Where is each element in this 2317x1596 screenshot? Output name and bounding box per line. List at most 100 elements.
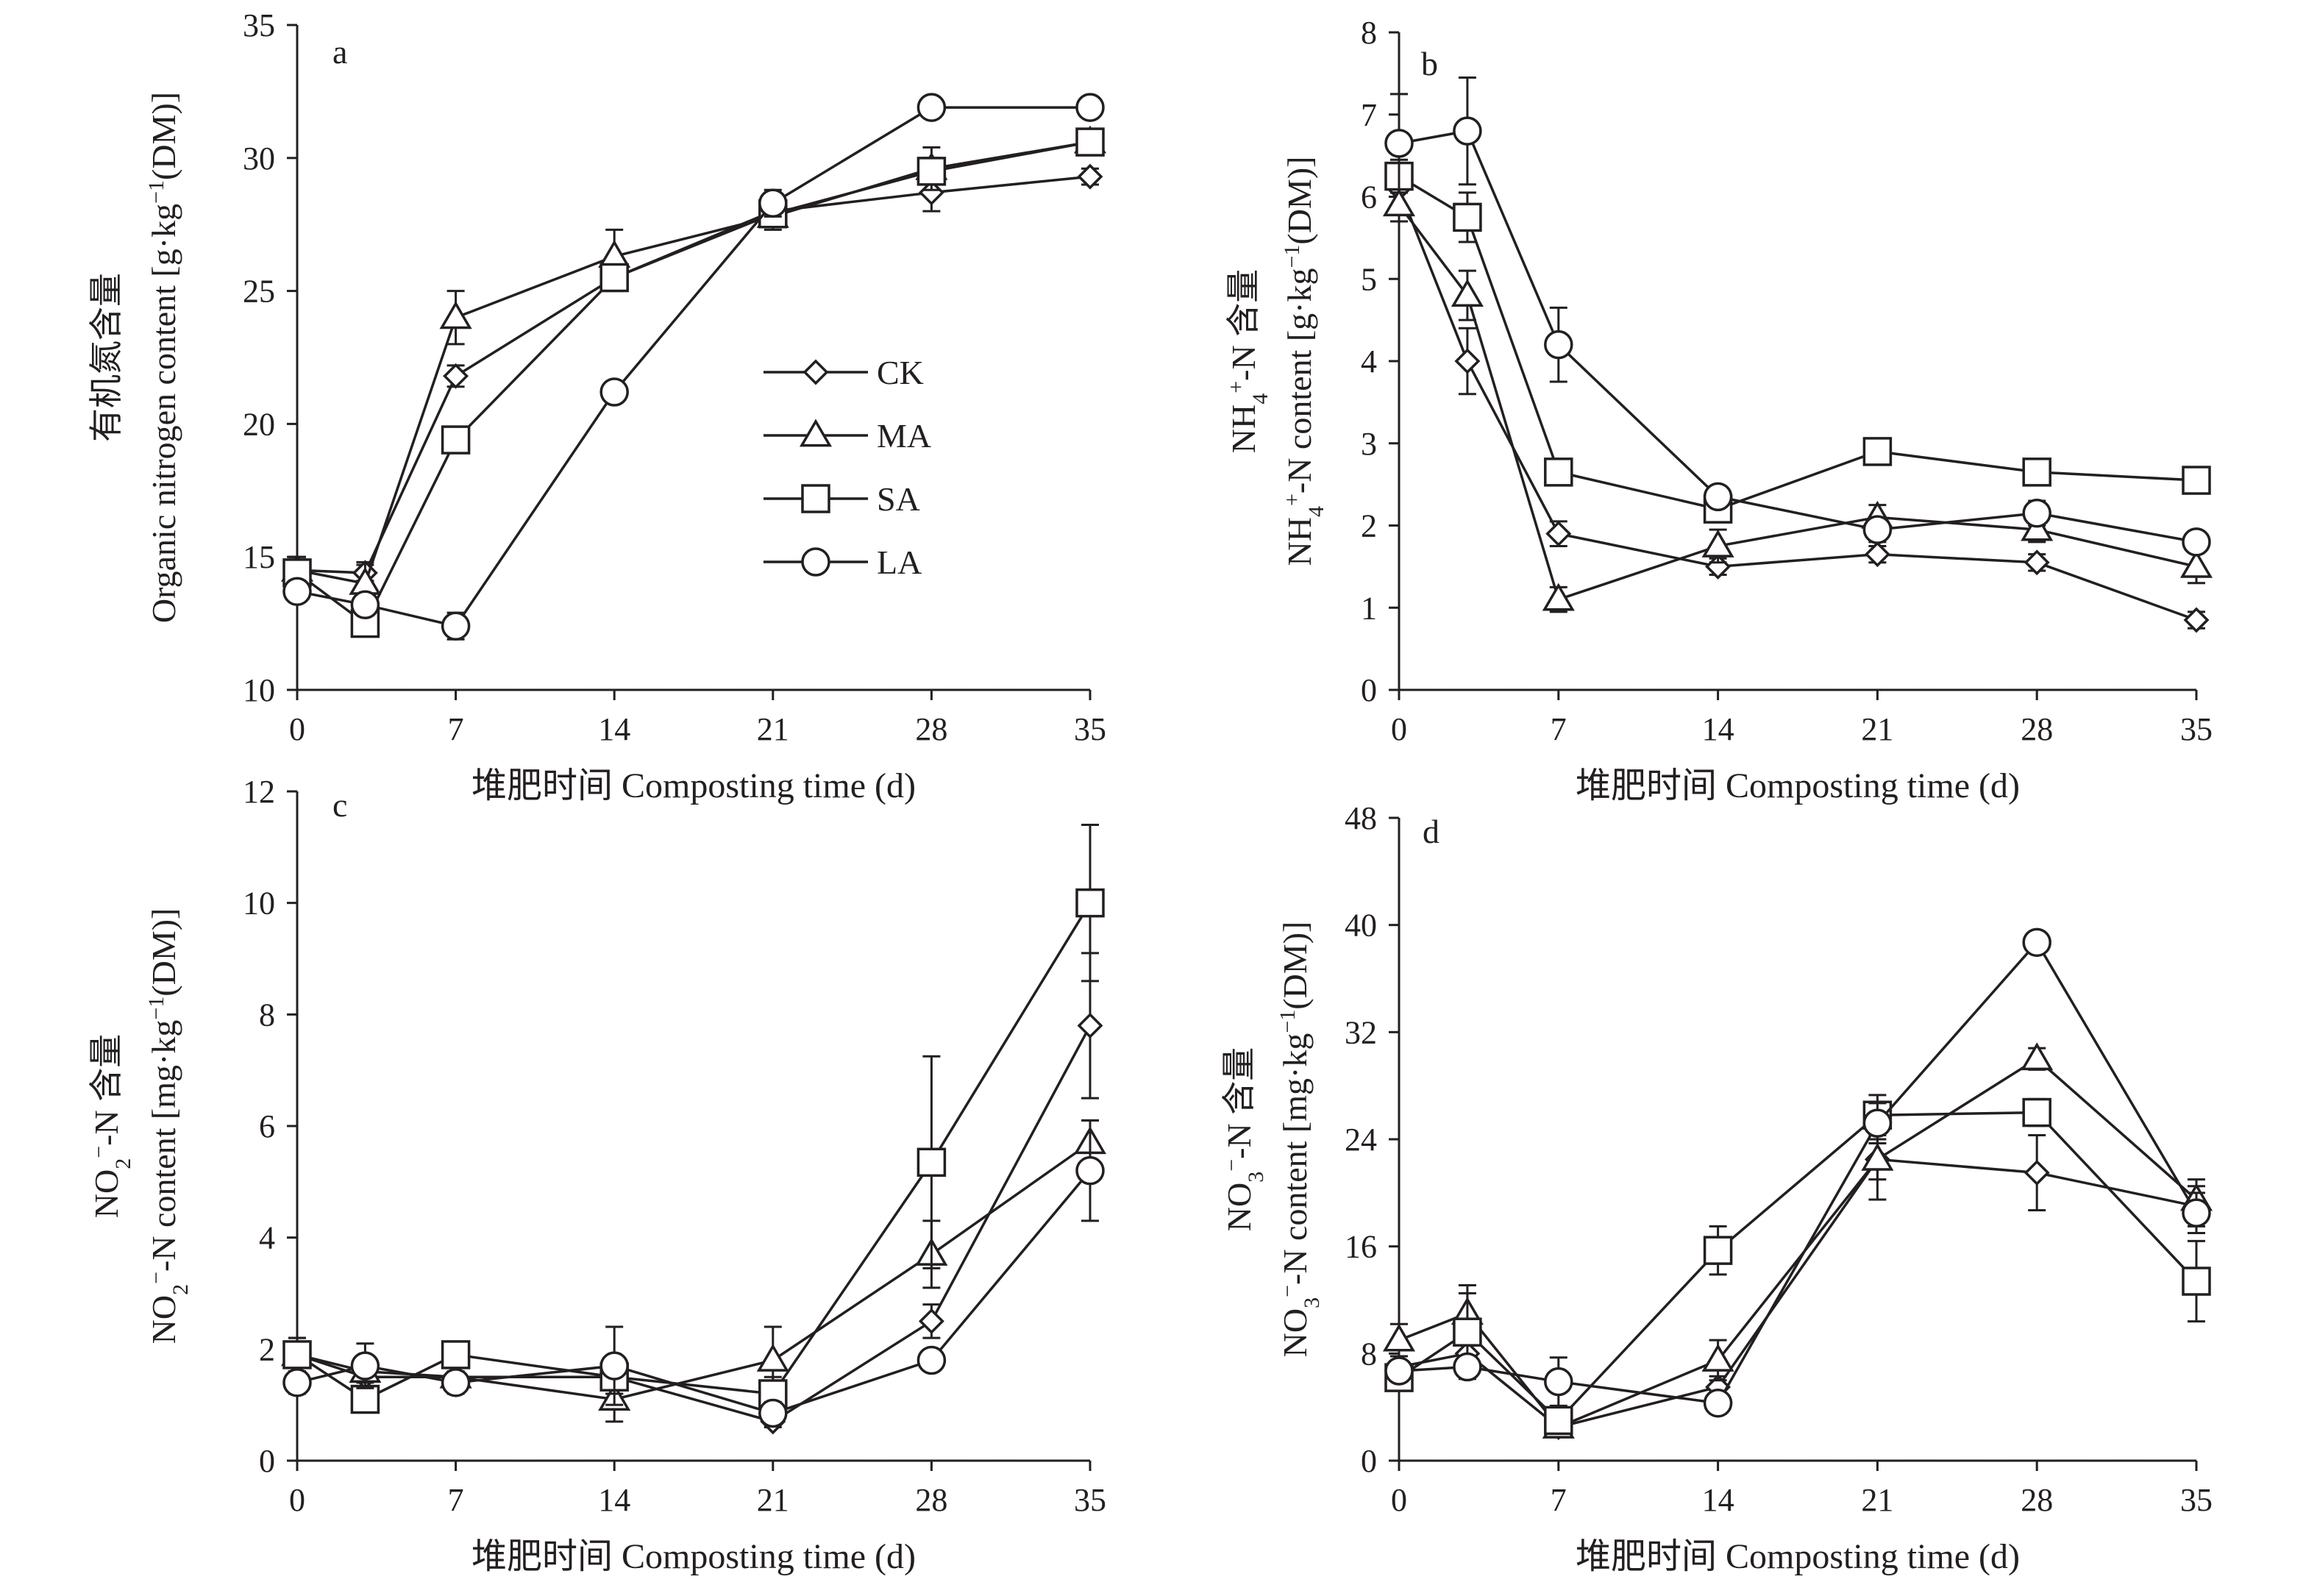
y-tick-label: 6 [259, 1108, 275, 1144]
data-point-la [2182, 1198, 2211, 1228]
data-point-ck [1077, 163, 1103, 190]
data-point-ck [1077, 1013, 1103, 1039]
x-tick-label: 14 [1702, 1482, 1734, 1518]
y-tick-label: 6 [1361, 179, 1377, 215]
y-tick-label: 8 [259, 997, 275, 1033]
panel-c-nitrite-chart: 0 2 4 6 8 10 12 0 7 14 21 28 35 c 堆肥时间 Composting time… [87, 774, 1107, 1576]
x-tick-label: 21 [1861, 1482, 1893, 1518]
data-point-la [1544, 1367, 1573, 1397]
data-point-la [282, 1368, 312, 1397]
series-ck [1386, 171, 2210, 633]
data-point-sa [282, 1340, 312, 1369]
legend-marker-ma [799, 418, 833, 447]
data-point-ma [1451, 279, 1484, 307]
data-point-ma [1701, 529, 1734, 557]
y-axis-label-cn: NH4+-N 含量 [1224, 269, 1273, 453]
legend-label-ma: MA [877, 417, 931, 455]
series-ck [1386, 1118, 2210, 1440]
data-point-la [917, 1345, 947, 1375]
x-tick-label: 14 [598, 711, 630, 747]
panel-letter: d [1423, 813, 1439, 850]
x-tick-label: 35 [2180, 711, 2213, 747]
y-tick-label: 7 [1361, 97, 1377, 133]
x-tick-label: 14 [598, 1482, 630, 1518]
data-point-sa [1075, 127, 1105, 157]
series-ma [1382, 187, 2213, 613]
y-tick-label: 15 [243, 539, 275, 575]
y-tick-label: 4 [259, 1220, 275, 1256]
data-point-ma [1861, 1142, 1894, 1171]
data-point-ck [1454, 348, 1481, 374]
x-tick-label: 28 [2021, 1482, 2053, 1518]
legend-marker-sa [801, 484, 830, 513]
x-tick-label: 28 [2021, 711, 2053, 747]
y-tick-label: 5 [1361, 261, 1377, 297]
series-la [282, 93, 1105, 641]
data-point-la [917, 93, 947, 122]
y-tick-label: 0 [259, 1443, 275, 1479]
data-point-sa [441, 425, 471, 455]
series-line-sa [296, 140, 1091, 626]
y-tick-label: 8 [1361, 1336, 1377, 1372]
y-axis-label-cn: 有机氮含量 [88, 273, 125, 442]
data-point-sa [1075, 888, 1105, 918]
y-tick-label: 12 [243, 774, 275, 810]
data-point-ma [1701, 1343, 1734, 1372]
data-point-sa [2022, 457, 2051, 487]
panel-letter: c [332, 786, 347, 824]
y-tick-label: 10 [243, 886, 275, 922]
data-point-ma [756, 1344, 789, 1372]
data-point-ck [2024, 549, 2050, 576]
series-ma [280, 125, 1107, 606]
x-tick-label: 21 [757, 711, 789, 747]
data-point-la [350, 590, 380, 620]
data-point-ma [1382, 1323, 1416, 1352]
x-tick-label: 0 [289, 1482, 305, 1518]
series-line-sa [296, 902, 1092, 1401]
y-axis-label-cn: NO3−-N 含量 [1220, 1047, 1268, 1231]
y-tick-label: 10 [243, 672, 275, 708]
data-point-la [282, 577, 312, 606]
x-tick-label: 28 [915, 711, 947, 747]
series-line-ma [1398, 1057, 2198, 1429]
y-tick-label: 3 [1361, 426, 1377, 462]
data-point-sa [1453, 202, 1482, 232]
data-point-ma [1382, 188, 1416, 217]
y-tick-label: 30 [243, 140, 275, 177]
data-point-sa [2022, 1097, 2051, 1127]
y-tick-label: 24 [1345, 1122, 1377, 1158]
y-tick-label: 2 [1361, 508, 1377, 544]
data-point-la [2022, 927, 2051, 958]
data-point-ck [2183, 607, 2210, 633]
x-tick-label: 7 [448, 711, 464, 747]
panel-b-ammonium-chart: 0 1 2 3 4 5 6 7 8 0 7 14 21 28 35 b 堆肥时间 Composting time… [1224, 15, 2213, 805]
series-line-ck [296, 1025, 1092, 1423]
panel-letter: a [332, 33, 347, 71]
data-point-sa [1703, 1236, 1733, 1265]
data-point-la [2182, 527, 2211, 557]
series-la [282, 1119, 1105, 1428]
data-point-la [1544, 329, 1573, 360]
y-axis-label-en: NO3−-N content [mg·kg−1(DM)] [1275, 922, 1324, 1358]
data-point-la [599, 377, 629, 407]
x-axis-label: 堆肥时间 Composting time (d) [471, 1537, 916, 1576]
data-point-sa [441, 1340, 471, 1369]
y-tick-label: 0 [1361, 1443, 1377, 1479]
x-tick-label: 7 [1551, 1482, 1567, 1518]
data-point-sa [917, 157, 947, 186]
x-tick-label: 7 [448, 1482, 464, 1518]
x-axis-label: 堆肥时间 Composting time (d) [1576, 766, 2020, 805]
y-tick-label: 16 [1345, 1229, 1377, 1265]
series-la [1384, 76, 2211, 557]
y-tick-label: 48 [1345, 800, 1377, 836]
data-point-la [1453, 116, 1482, 146]
data-point-ck [1545, 521, 1572, 547]
data-point-la [1384, 1356, 1414, 1386]
data-point-la [1862, 1108, 1893, 1138]
y-tick-label: 8 [1361, 15, 1377, 51]
data-point-ck [2024, 1160, 2050, 1186]
x-tick-label: 35 [1074, 1482, 1106, 1518]
data-point-sa [2182, 466, 2211, 495]
data-point-ma [2179, 549, 2213, 578]
